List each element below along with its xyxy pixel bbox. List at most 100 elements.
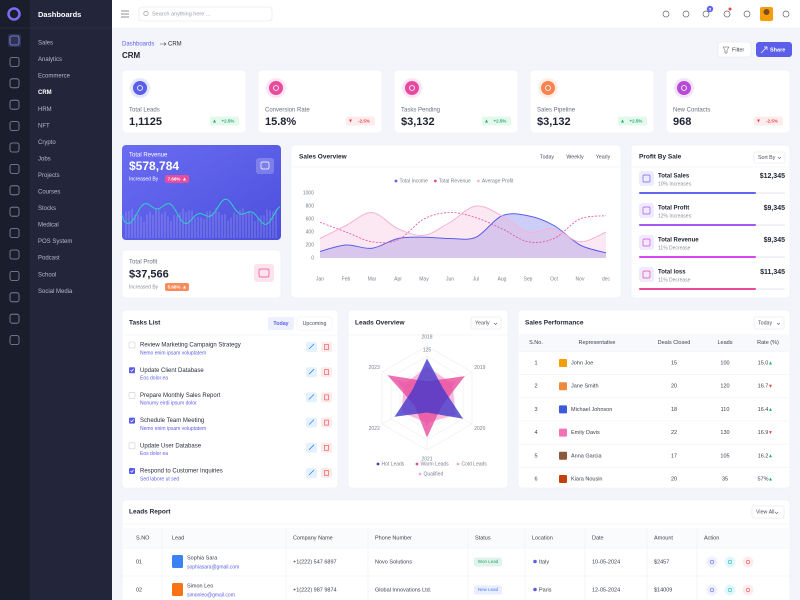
stat-change: +2.5% xyxy=(222,118,235,123)
tab[interactable]: Weekly xyxy=(566,154,584,160)
cell-name: Michael Johnson xyxy=(571,407,612,413)
x-tick-label: Jan xyxy=(316,276,324,282)
task-checkbox[interactable] xyxy=(129,468,135,474)
leads-report-card xyxy=(121,499,791,600)
filter-label: Today xyxy=(758,321,772,327)
view-all-label: View All xyxy=(756,510,774,516)
task-sub: Nemo enim ipsam voluptatem xyxy=(140,350,206,356)
action-button[interactable] xyxy=(742,556,754,568)
rail-icon[interactable] xyxy=(9,142,20,153)
task-delete-button[interactable] xyxy=(321,468,332,478)
header-icon-button[interactable] xyxy=(659,7,673,21)
rail-icon[interactable] xyxy=(9,228,20,239)
revenue-icon xyxy=(256,158,274,174)
header-icon xyxy=(682,10,690,18)
stat-change-badge xyxy=(482,116,511,126)
header-icon xyxy=(723,10,731,18)
cell-amount: $14009 xyxy=(654,587,672,593)
rail-icon[interactable] xyxy=(9,270,20,281)
action-button[interactable] xyxy=(724,556,736,568)
breadcrumb-link[interactable]: Dashboards xyxy=(122,42,154,48)
nav-item[interactable]: School xyxy=(38,272,56,278)
nav-item[interactable]: Stocks xyxy=(38,206,56,212)
task-delete-button[interactable] xyxy=(321,442,332,453)
rail-icon[interactable] xyxy=(9,313,20,324)
nav-item[interactable]: Medical xyxy=(38,223,59,229)
chevron-icon xyxy=(776,322,781,326)
nav-item[interactable]: NFT xyxy=(38,123,50,129)
tab[interactable]: Yearly xyxy=(596,154,611,160)
header-icon-button[interactable] xyxy=(740,7,754,21)
sort-button[interactable] xyxy=(753,151,786,164)
header-icon xyxy=(662,10,670,18)
task-checkbox[interactable] xyxy=(128,392,136,399)
header-icon-button[interactable] xyxy=(679,7,693,21)
search-box[interactable] xyxy=(138,6,273,22)
action-button[interactable] xyxy=(742,584,754,596)
x-tick-label: Nov xyxy=(576,276,585,282)
series-area xyxy=(320,205,606,258)
item-value: $9,345 xyxy=(764,237,786,244)
nav-item[interactable]: Crypto xyxy=(38,140,56,146)
filter-label: Filter xyxy=(732,47,744,53)
task-delete-button[interactable] xyxy=(321,342,332,352)
nav-item[interactable]: Social Media xyxy=(38,289,73,295)
rail-icon[interactable] xyxy=(9,249,20,260)
stat-icon xyxy=(677,81,691,95)
rail-icon[interactable] xyxy=(9,35,20,46)
rail-icon[interactable] xyxy=(9,163,20,174)
nav-item[interactable]: Courses xyxy=(38,190,60,196)
nav-item[interactable]: Sales xyxy=(38,41,53,47)
chevron-icon xyxy=(774,511,779,515)
task-delete-button[interactable] xyxy=(321,367,332,378)
rail-icon[interactable] xyxy=(9,121,20,131)
rail-icon[interactable] xyxy=(9,185,20,196)
header-icon-button[interactable] xyxy=(779,7,793,21)
rail-icon[interactable] xyxy=(9,292,20,303)
header-icon-button[interactable] xyxy=(720,7,734,21)
nav-item[interactable]: Jobs xyxy=(38,156,51,162)
view-all-button[interactable] xyxy=(751,505,785,519)
header-icon xyxy=(702,10,710,18)
action-button[interactable] xyxy=(724,584,736,596)
task-checkbox[interactable] xyxy=(128,442,136,450)
search-icon xyxy=(143,11,149,17)
rail-icon[interactable] xyxy=(9,57,20,67)
y-tick-label: 400 xyxy=(306,229,315,235)
nav-item[interactable]: Ecommerce xyxy=(38,74,71,80)
nav-item[interactable]: Podcast xyxy=(38,256,60,262)
profit-icon xyxy=(254,264,274,282)
task-checkbox[interactable] xyxy=(129,417,135,424)
rail-icon[interactable] xyxy=(9,335,20,346)
nav-item[interactable]: HRM xyxy=(38,107,52,113)
rep-avatar xyxy=(559,428,567,437)
task-checkbox[interactable] xyxy=(129,367,135,374)
profit-by-sale-card xyxy=(630,144,791,299)
nav-item[interactable]: Analytics xyxy=(38,57,62,63)
filter-dropdown[interactable] xyxy=(753,316,785,330)
tab-button[interactable] xyxy=(296,316,333,331)
filter-dropdown[interactable] xyxy=(470,316,502,330)
status-pill xyxy=(474,557,502,567)
share-button[interactable] xyxy=(756,42,792,57)
rail-icon[interactable] xyxy=(9,99,20,110)
action-icon xyxy=(745,587,751,593)
stat-change: +2.5% xyxy=(630,118,643,123)
task-title: Schedule Team Meeting xyxy=(140,418,204,424)
nav-item[interactable]: CRM xyxy=(38,90,52,96)
lead-email: simonleo@gmail.com xyxy=(187,592,235,598)
tab-button[interactable] xyxy=(268,317,294,330)
stat-value: 15.8% xyxy=(265,116,296,128)
task-checkbox[interactable] xyxy=(128,341,136,349)
task-delete-button[interactable] xyxy=(321,392,332,403)
action-button[interactable] xyxy=(706,584,718,596)
legend-marker xyxy=(433,179,437,183)
rail-icon[interactable] xyxy=(9,78,20,89)
nav-item[interactable]: Projects xyxy=(38,173,60,179)
card-title: Profit By Sale xyxy=(639,154,682,161)
tab[interactable]: Today xyxy=(540,154,554,160)
task-delete-button[interactable] xyxy=(321,417,332,428)
nav-item[interactable]: POS System xyxy=(38,239,72,245)
rail-icon[interactable] xyxy=(9,206,20,217)
action-button[interactable] xyxy=(706,556,718,568)
